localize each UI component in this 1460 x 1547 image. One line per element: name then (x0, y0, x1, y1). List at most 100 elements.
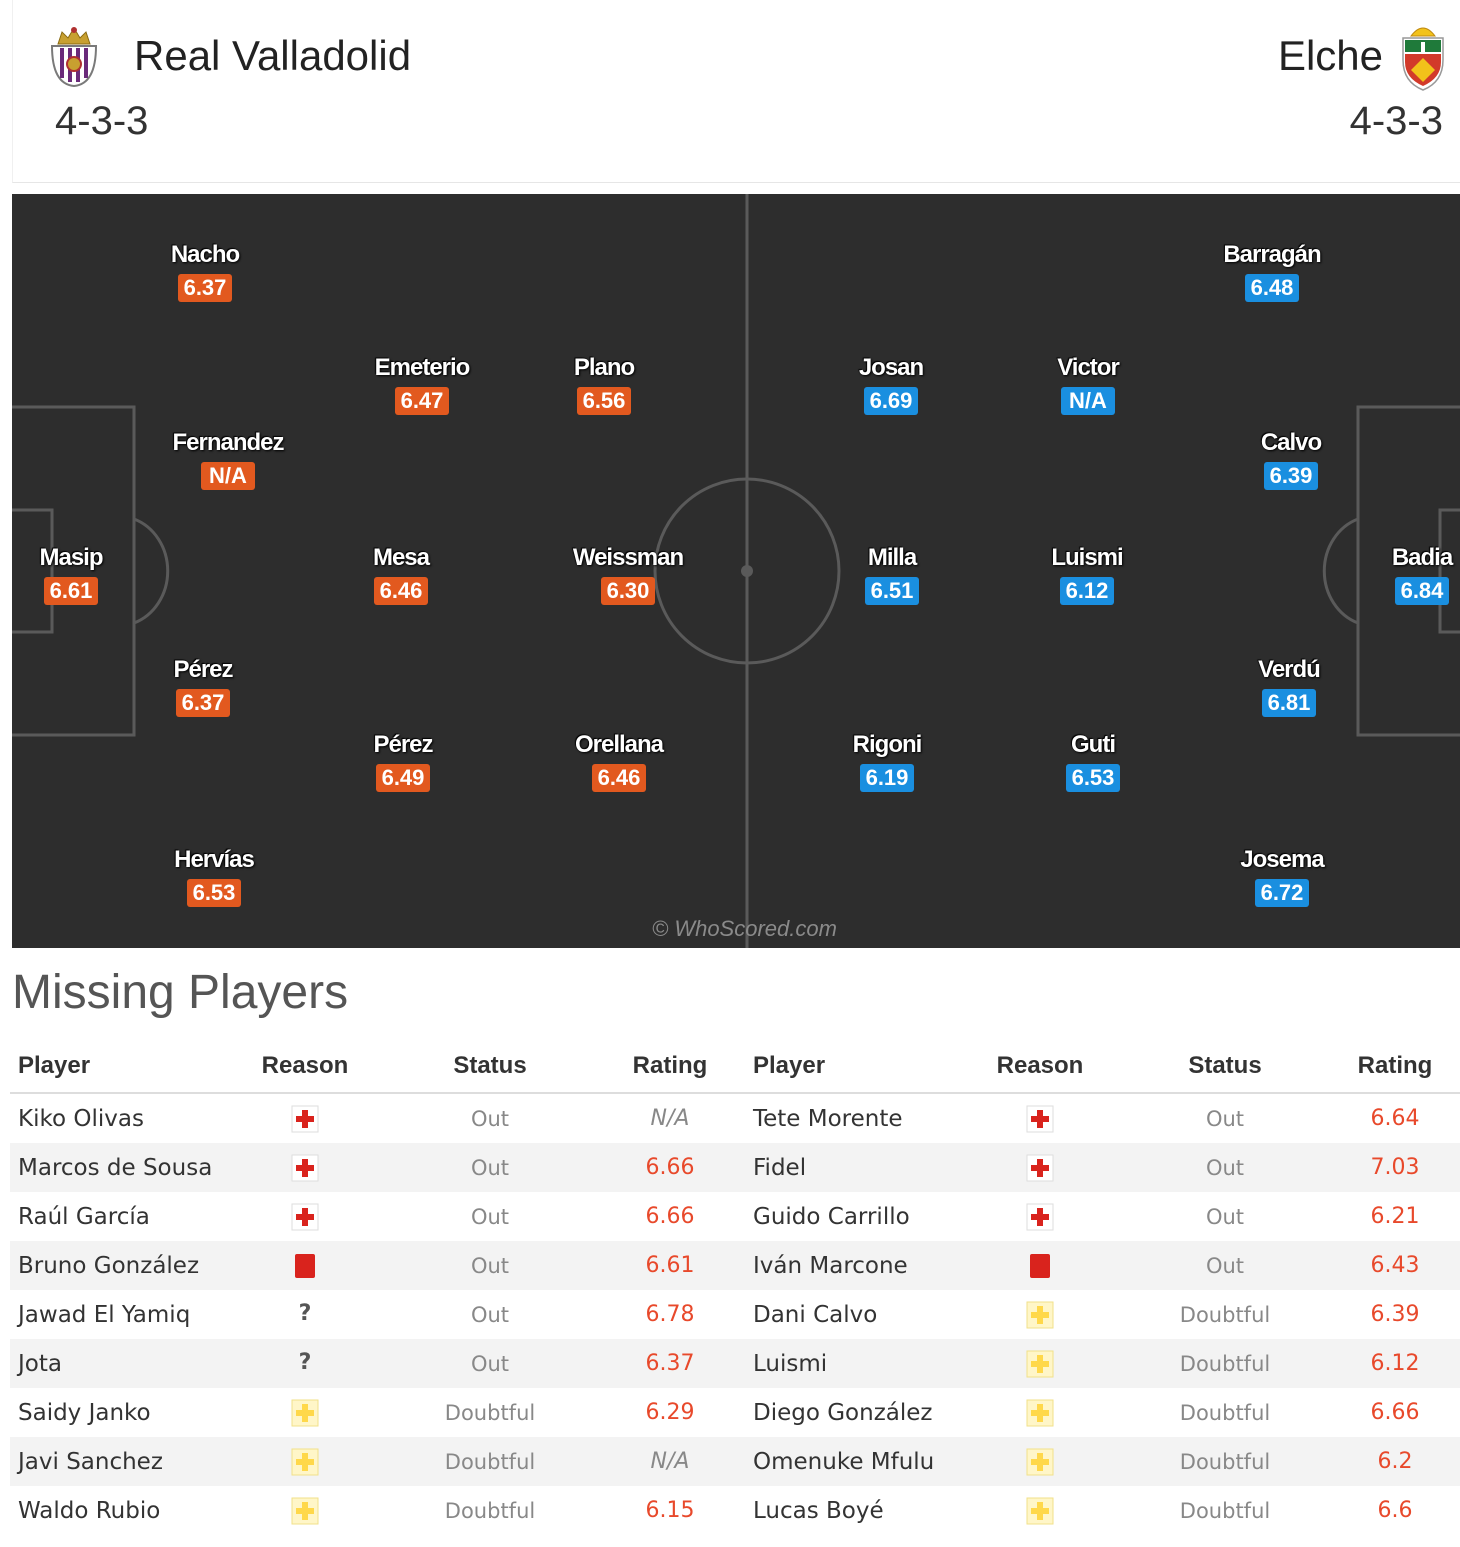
rating-cell: 6.37 (595, 1339, 745, 1388)
table-row: Jota? Out 6.37 Luismi Doubtful 6.12 (10, 1339, 1460, 1388)
red-card-icon[interactable] (291, 1252, 319, 1280)
home-player-perez-midfielder[interactable]: Pérez 6.49 (323, 730, 483, 792)
home-player-masip[interactable]: Masip 6.61 (12, 543, 151, 605)
table-row: Kiko Olivas Out N/A Tete Morente Out 6.64 (10, 1093, 1460, 1143)
doubtful-icon[interactable] (291, 1399, 319, 1427)
missing-players-body: Kiko Olivas Out N/A Tete Morente Out 6.64 Marc… (10, 1093, 1460, 1535)
player-name-cell[interactable]: Waldo Rubio (18, 1497, 161, 1524)
injury-icon[interactable] (1026, 1203, 1054, 1231)
player-name-cell[interactable]: Lucas Boyé (753, 1497, 884, 1524)
away-team-name[interactable]: Elche (1277, 32, 1383, 79)
unknown-icon[interactable]: ? (298, 1349, 312, 1375)
player-rating: 6.46 (592, 764, 646, 792)
player-name-cell[interactable]: Saidy Janko (18, 1399, 151, 1426)
unknown-icon[interactable]: ? (298, 1300, 312, 1326)
player-rating: 6.19 (860, 764, 914, 792)
status-cell: Doubtful (444, 1498, 536, 1523)
player-name: Guti (1071, 731, 1116, 758)
away-player-victor[interactable]: Victor N/A (1008, 353, 1168, 415)
player-name-cell[interactable]: Dani Calvo (753, 1301, 878, 1328)
doubtful-icon[interactable] (291, 1497, 319, 1525)
column-header-rating[interactable]: Rating (1330, 1040, 1460, 1094)
home-player-fernandez[interactable]: Fernandez N/A (148, 428, 308, 490)
home-player-weissman[interactable]: Weissman 6.30 (548, 543, 708, 605)
player-name-cell[interactable]: Iván Marcone (745, 1241, 960, 1290)
table-row: Raúl García Out 6.66 Guido Carrillo Out 6.21 (10, 1192, 1460, 1241)
doubtful-icon[interactable] (1026, 1399, 1054, 1427)
away-player-calvo[interactable]: Calvo 6.39 (1211, 428, 1371, 490)
missing-players-table: Player Reason Status Rating Player Reaso… (10, 1040, 1460, 1535)
away-player-badia[interactable]: Badia 6.84 (1342, 543, 1460, 605)
away-player-barragan[interactable]: Barragán 6.48 (1192, 240, 1352, 302)
home-player-perez-defender[interactable]: Pérez 6.37 (123, 655, 283, 717)
player-name-cell[interactable]: Kiko Olivas (18, 1105, 144, 1132)
player-name-cell[interactable]: Omenuke Mfulu (745, 1437, 960, 1486)
player-name: Emeterio (374, 354, 471, 381)
status-cell: Out (385, 1143, 595, 1192)
doubtful-icon[interactable] (291, 1448, 319, 1476)
rating-cell: 6.29 (645, 1400, 695, 1425)
column-header-status[interactable]: Status (1120, 1040, 1330, 1094)
red-card-icon[interactable] (1026, 1252, 1054, 1280)
status-cell: Out (470, 1302, 510, 1327)
injury-icon[interactable] (1026, 1154, 1054, 1182)
home-player-plano[interactable]: Plano 6.56 (524, 353, 684, 415)
player-name: Pérez (173, 656, 233, 683)
table-row: Saidy Janko Doubtful 6.29 Diego González Dou… (10, 1388, 1460, 1437)
doubtful-icon[interactable] (1026, 1448, 1054, 1476)
reason-cell (960, 1241, 1120, 1290)
home-player-mesa[interactable]: Mesa 6.46 (321, 543, 481, 605)
real-valladolid-crest-icon (46, 24, 102, 90)
player-name-cell[interactable]: Diego González (753, 1399, 933, 1426)
column-header-reason[interactable]: Reason (225, 1040, 385, 1094)
injury-icon[interactable] (291, 1203, 319, 1231)
injury-icon[interactable] (291, 1154, 319, 1182)
doubtful-icon[interactable] (1026, 1301, 1054, 1329)
player-name-cell[interactable]: Raúl García (18, 1203, 150, 1230)
away-player-verdu[interactable]: Verdú 6.81 (1209, 655, 1369, 717)
player-rating: N/A (201, 462, 255, 490)
player-name-cell[interactable]: Marcos de Sousa (10, 1143, 225, 1192)
player-rating: 6.37 (178, 274, 232, 302)
home-team-name[interactable]: Real Valladolid (134, 32, 412, 79)
injury-icon[interactable] (1026, 1105, 1054, 1133)
away-player-guti[interactable]: Guti 6.53 (1013, 730, 1173, 792)
away-player-luismi[interactable]: Luismi 6.12 (1007, 543, 1167, 605)
player-rating: 6.51 (865, 577, 919, 605)
reason-cell (225, 1388, 385, 1437)
doubtful-icon[interactable] (1026, 1350, 1054, 1378)
player-name-cell[interactable]: Bruno González (10, 1241, 225, 1290)
player-rating: 6.84 (1395, 577, 1449, 605)
away-player-rigoni[interactable]: Rigoni 6.19 (807, 730, 967, 792)
home-player-nacho[interactable]: Nacho 6.37 (125, 240, 285, 302)
column-header-reason[interactable]: Reason (960, 1040, 1120, 1094)
home-player-orellana[interactable]: Orellana 6.46 (539, 730, 699, 792)
player-name-cell[interactable]: Jota (10, 1339, 225, 1388)
player-name-cell[interactable]: Fidel (745, 1143, 960, 1192)
player-rating: 6.72 (1255, 879, 1309, 907)
away-player-josan[interactable]: Josan 6.69 (811, 353, 971, 415)
home-player-hervias[interactable]: Hervías 6.53 (134, 845, 294, 907)
player-name-cell[interactable]: Javi Sanchez (10, 1437, 225, 1486)
player-name: Barragán (1223, 241, 1321, 268)
column-header-rating[interactable]: Rating (595, 1040, 745, 1094)
doubtful-icon[interactable] (1026, 1497, 1054, 1525)
player-name-cell[interactable]: Luismi (745, 1339, 960, 1388)
table-row: Jawad El Yamiq? Out 6.78 Dani Calvo Doubtful… (10, 1290, 1460, 1339)
player-name-cell[interactable]: Jawad El Yamiq (18, 1301, 191, 1328)
injury-icon[interactable] (291, 1105, 319, 1133)
away-player-josema[interactable]: Josema 6.72 (1202, 845, 1362, 907)
away-player-milla[interactable]: Milla 6.51 (812, 543, 972, 605)
home-player-emeterio[interactable]: Emeterio 6.47 (342, 353, 502, 415)
rating-cell: 6.21 (1370, 1204, 1420, 1229)
column-header-status[interactable]: Status (385, 1040, 595, 1094)
away-formation: 4-3-3 (1349, 99, 1443, 143)
column-header-player[interactable]: Player (10, 1040, 225, 1094)
status-cell: Out (1120, 1143, 1330, 1192)
player-name-cell[interactable]: Guido Carrillo (753, 1203, 910, 1230)
rating-cell: N/A (595, 1437, 745, 1486)
column-header-player[interactable]: Player (745, 1040, 960, 1094)
player-name-cell[interactable]: Tete Morente (753, 1105, 903, 1132)
rating-cell: 6.43 (1330, 1241, 1460, 1290)
pitch-lines (12, 194, 1460, 948)
